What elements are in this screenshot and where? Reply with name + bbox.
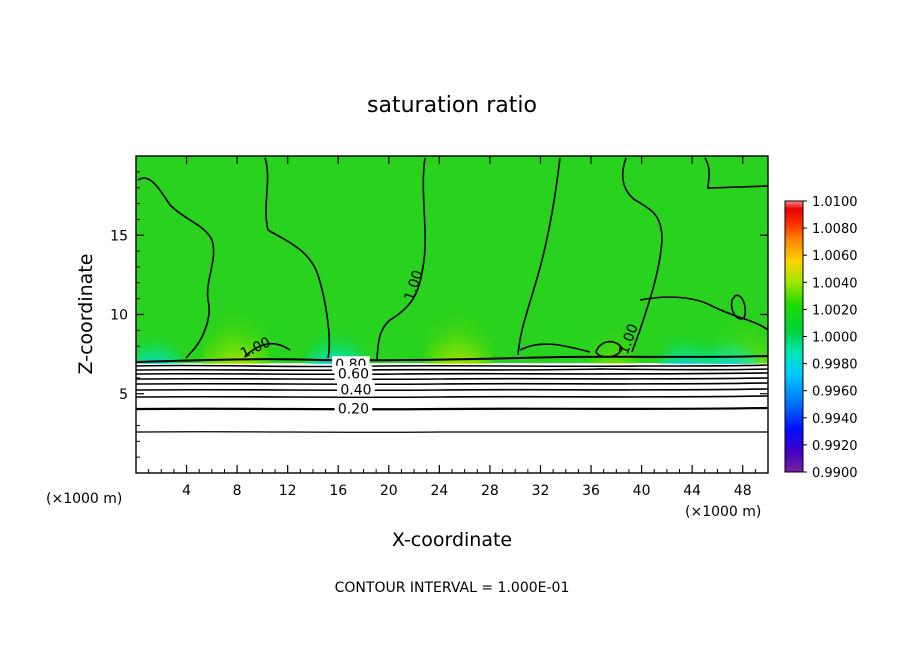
contour-line — [704, 157, 768, 189]
colorbar-labels: 1.0100 1.0080 1.0060 1.0040 1.0020 1.0000 0.99… — [803, 195, 858, 481]
colorbar-ramp — [784, 200, 804, 473]
x-tick-label: 16 — [329, 483, 347, 499]
x-tick-label: 32 — [532, 483, 550, 499]
colorbar-label: 0.9900 — [812, 466, 858, 481]
colorbar-label: 1.0040 — [812, 276, 858, 291]
colorbar: 1.0100 1.0080 1.0060 1.0040 1.0020 1.0000 0.99… — [784, 195, 858, 481]
contour-line — [264, 157, 331, 359]
y-tick-label: 10 — [110, 308, 128, 324]
contour-line — [517, 157, 561, 356]
contour-line — [136, 368, 768, 372]
contour-line — [136, 395, 768, 399]
contour-line — [136, 388, 768, 392]
colorbar-label: 0.9920 — [812, 439, 858, 454]
x-tick-label: 20 — [380, 483, 398, 499]
contour-line — [136, 364, 768, 368]
colorbar-label: 1.0100 — [812, 195, 858, 210]
contour-line — [136, 377, 768, 381]
contour-label-bg — [337, 381, 375, 397]
contour-line — [136, 406, 768, 411]
contour-line — [244, 342, 291, 357]
contour-label: 0.60 — [338, 367, 369, 383]
x-unit-right: (×1000 m) — [685, 504, 761, 520]
x-tick-label: 40 — [633, 483, 651, 499]
chart-title: saturation ratio — [367, 93, 537, 118]
x-tick-label: 28 — [481, 483, 499, 499]
colorbar-label: 1.0020 — [812, 303, 858, 318]
contour-line — [136, 372, 768, 376]
x-tick-label: 12 — [279, 483, 297, 499]
y-axis-label: Z-coordinate — [75, 254, 97, 375]
contour-line — [519, 343, 591, 353]
colorbar-label: 1.0080 — [812, 222, 858, 237]
contour-label-bg — [334, 365, 373, 381]
y-tick-label: 5 — [119, 387, 128, 403]
colorbar-label: 1.0060 — [812, 249, 858, 264]
contour-line — [376, 157, 426, 361]
contour-line — [136, 431, 768, 433]
contour-label: 0.40 — [340, 383, 371, 399]
contour-layer — [136, 157, 768, 433]
x-axis: 4 8 12 16 20 24 28 32 36 40 44 48 — [148, 156, 756, 499]
y-tick-label: 15 — [110, 228, 128, 244]
colorbar-label: 0.9940 — [812, 412, 858, 427]
y-axis: 5 10 15 — [110, 171, 768, 458]
contour-line — [136, 355, 768, 363]
x-tick-label: 24 — [430, 483, 448, 499]
contour-label: 0.20 — [338, 402, 369, 418]
colorbar-label: 0.9960 — [812, 385, 858, 400]
contour-interval-note: CONTOUR INTERVAL = 1.000E-01 — [335, 580, 570, 596]
x-tick-label: 36 — [582, 483, 600, 499]
contour-line — [639, 296, 768, 331]
colorbar-label: 1.0000 — [812, 331, 858, 346]
x-tick-label: 4 — [182, 483, 191, 499]
contour-line — [730, 294, 747, 320]
contour-line — [136, 382, 768, 386]
x-axis-label: X-coordinate — [392, 529, 512, 551]
x-unit-left: (×1000 m) — [46, 491, 122, 507]
contour-label-bg — [334, 400, 373, 416]
colorbar-label: 0.9980 — [812, 358, 858, 373]
dry-layer — [136, 364, 768, 473]
x-tick-label: 8 — [233, 483, 242, 499]
plot-area: 1.001.001.000.800.600.400.20 — [136, 156, 768, 473]
contour-line — [137, 177, 215, 359]
x-tick-label: 48 — [734, 483, 752, 499]
x-tick-label: 44 — [683, 483, 701, 499]
